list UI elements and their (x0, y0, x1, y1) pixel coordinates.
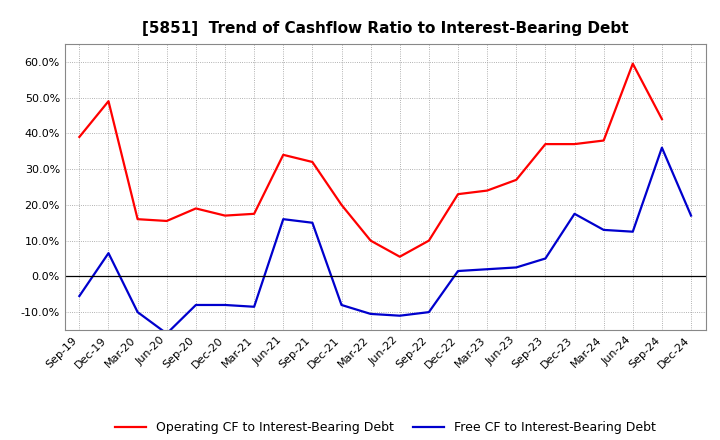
Operating CF to Interest-Bearing Debt (75, 134, 84, 139)
Free CF to Interest-Bearing Debt (279, 216, 287, 222)
Operating CF to Interest-Bearing Debt (133, 216, 142, 222)
Free CF to Interest-Bearing Debt (541, 256, 550, 261)
Operating CF to Interest-Bearing Debt (425, 238, 433, 243)
Free CF to Interest-Bearing Debt (599, 227, 608, 232)
Operating CF to Interest-Bearing Debt (308, 159, 317, 165)
Free CF to Interest-Bearing Debt (454, 268, 462, 274)
Free CF to Interest-Bearing Debt (366, 311, 375, 316)
Operating CF to Interest-Bearing Debt (366, 238, 375, 243)
Operating CF to Interest-Bearing Debt (512, 177, 521, 183)
Operating CF to Interest-Bearing Debt (599, 138, 608, 143)
Operating CF to Interest-Bearing Debt (337, 202, 346, 208)
Operating CF to Interest-Bearing Debt (657, 117, 666, 122)
Line: Operating CF to Interest-Bearing Debt: Operating CF to Interest-Bearing Debt (79, 64, 662, 257)
Free CF to Interest-Bearing Debt (104, 250, 113, 256)
Title: [5851]  Trend of Cashflow Ratio to Interest-Bearing Debt: [5851] Trend of Cashflow Ratio to Intere… (142, 21, 629, 36)
Operating CF to Interest-Bearing Debt (454, 191, 462, 197)
Operating CF to Interest-Bearing Debt (483, 188, 492, 193)
Free CF to Interest-Bearing Debt (483, 267, 492, 272)
Free CF to Interest-Bearing Debt (192, 302, 200, 308)
Operating CF to Interest-Bearing Debt (279, 152, 287, 158)
Free CF to Interest-Bearing Debt (220, 302, 229, 308)
Operating CF to Interest-Bearing Debt (163, 218, 171, 224)
Free CF to Interest-Bearing Debt (570, 211, 579, 216)
Operating CF to Interest-Bearing Debt (570, 141, 579, 147)
Free CF to Interest-Bearing Debt (395, 313, 404, 319)
Free CF to Interest-Bearing Debt (657, 145, 666, 150)
Operating CF to Interest-Bearing Debt (395, 254, 404, 259)
Free CF to Interest-Bearing Debt (75, 293, 84, 299)
Free CF to Interest-Bearing Debt (629, 229, 637, 235)
Operating CF to Interest-Bearing Debt (629, 61, 637, 66)
Free CF to Interest-Bearing Debt (133, 309, 142, 315)
Free CF to Interest-Bearing Debt (687, 213, 696, 218)
Legend: Operating CF to Interest-Bearing Debt, Free CF to Interest-Bearing Debt: Operating CF to Interest-Bearing Debt, F… (109, 416, 661, 439)
Operating CF to Interest-Bearing Debt (541, 141, 550, 147)
Free CF to Interest-Bearing Debt (512, 265, 521, 270)
Operating CF to Interest-Bearing Debt (250, 211, 258, 216)
Operating CF to Interest-Bearing Debt (220, 213, 229, 218)
Free CF to Interest-Bearing Debt (163, 331, 171, 336)
Free CF to Interest-Bearing Debt (337, 302, 346, 308)
Free CF to Interest-Bearing Debt (250, 304, 258, 309)
Operating CF to Interest-Bearing Debt (192, 206, 200, 211)
Free CF to Interest-Bearing Debt (308, 220, 317, 225)
Line: Free CF to Interest-Bearing Debt: Free CF to Interest-Bearing Debt (79, 148, 691, 334)
Free CF to Interest-Bearing Debt (425, 309, 433, 315)
Operating CF to Interest-Bearing Debt (104, 99, 113, 104)
